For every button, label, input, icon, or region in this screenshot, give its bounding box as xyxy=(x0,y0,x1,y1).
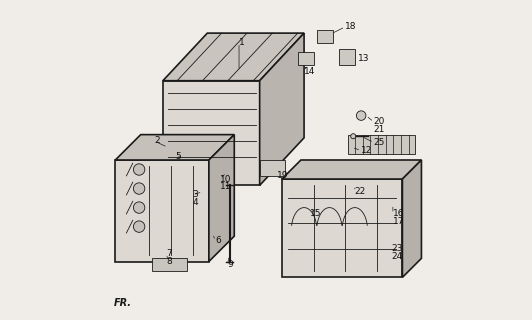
Polygon shape xyxy=(348,135,415,154)
Text: 20: 20 xyxy=(374,117,385,126)
Text: 2: 2 xyxy=(154,136,160,146)
Text: 1: 1 xyxy=(239,38,245,47)
Text: 17: 17 xyxy=(393,217,404,226)
Text: 23: 23 xyxy=(392,244,403,253)
Text: 3: 3 xyxy=(193,190,198,199)
Text: 22: 22 xyxy=(355,187,366,196)
Circle shape xyxy=(134,164,145,175)
Circle shape xyxy=(134,221,145,232)
Text: 4: 4 xyxy=(193,198,198,207)
Text: 19: 19 xyxy=(277,172,288,180)
Polygon shape xyxy=(163,81,260,185)
Text: 11: 11 xyxy=(220,182,231,191)
Text: 12: 12 xyxy=(361,146,372,155)
Polygon shape xyxy=(163,33,304,81)
Text: 15: 15 xyxy=(310,209,322,219)
Text: 8: 8 xyxy=(166,257,172,266)
Text: 7: 7 xyxy=(166,249,172,258)
Text: 24: 24 xyxy=(392,252,403,261)
Text: 18: 18 xyxy=(345,22,357,31)
Text: 25: 25 xyxy=(374,138,385,147)
Bar xyxy=(298,52,313,65)
Polygon shape xyxy=(152,258,187,271)
Text: 5: 5 xyxy=(176,152,181,161)
Circle shape xyxy=(134,202,145,213)
Text: 13: 13 xyxy=(358,54,370,63)
Text: FR.: FR. xyxy=(114,298,132,308)
Bar xyxy=(339,49,355,65)
Polygon shape xyxy=(282,160,421,179)
Polygon shape xyxy=(115,135,234,160)
Text: 14: 14 xyxy=(304,67,315,76)
Polygon shape xyxy=(115,160,209,261)
Text: 21: 21 xyxy=(374,125,385,134)
Polygon shape xyxy=(260,33,304,185)
Text: 10: 10 xyxy=(220,174,231,184)
Text: 9: 9 xyxy=(227,260,233,269)
Text: 16: 16 xyxy=(393,209,404,219)
Text: 6: 6 xyxy=(215,236,221,245)
Bar xyxy=(317,30,332,43)
Polygon shape xyxy=(282,179,402,277)
Circle shape xyxy=(356,111,366,120)
Circle shape xyxy=(351,134,356,139)
Polygon shape xyxy=(260,160,285,176)
Polygon shape xyxy=(402,160,421,277)
Circle shape xyxy=(134,183,145,194)
Polygon shape xyxy=(209,135,234,261)
